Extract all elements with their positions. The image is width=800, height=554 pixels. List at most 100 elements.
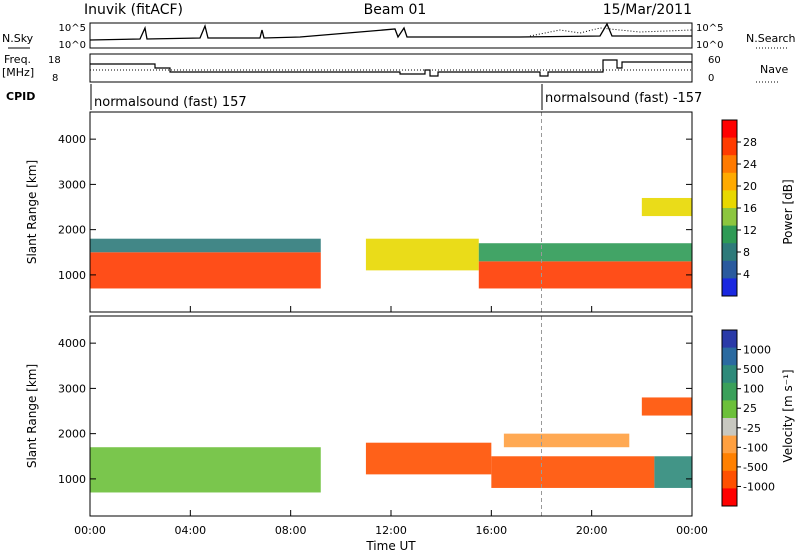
colorbar-tick-label: 500 [743, 363, 764, 376]
cpid-label: CPID [6, 90, 35, 103]
colorbar-tick-label: 12 [743, 224, 757, 237]
colorbar-tick-label: 16 [743, 202, 757, 215]
nsky-panel-frame [89, 22, 693, 49]
colorbar-tick-label: 28 [743, 136, 757, 149]
y-tick-label: 1000 [58, 269, 86, 282]
colorbar-segment [722, 190, 737, 209]
x-tick-label: 16:00 [475, 524, 507, 537]
colorbar-segment [722, 418, 737, 437]
colorbar-segment [722, 470, 737, 489]
nave-label: Nave [760, 63, 788, 76]
x-tick-label: 04:00 [174, 524, 206, 537]
colorbar-segment [722, 330, 737, 349]
nsky-trace [89, 22, 692, 41]
colorbar-segment [722, 172, 737, 191]
y-tick-label: 3000 [58, 382, 86, 395]
y-tick-label: 2000 [58, 428, 86, 441]
x-tick-label: 00:00 [676, 524, 708, 537]
velocity-colorbar [722, 330, 737, 507]
nsearch-tick-bottom: 10^0 [696, 40, 723, 51]
velocity-yticks: 4000 3000 2000 1000 [58, 337, 692, 486]
power-colorbar-ticks: 28 24 20 16 12 8 4 [737, 136, 757, 281]
x-tick-label: 08:00 [275, 524, 307, 537]
colorbar-tick-label: 25 [743, 402, 757, 415]
power-heatmap [90, 112, 692, 312]
velocity-colorbar-label: Velocity [m s⁻¹] [781, 369, 795, 462]
colorbar-tick-label: 8 [743, 246, 750, 259]
colorbar-segment [722, 155, 737, 174]
power-ylabel: Slant Range [km] [25, 160, 39, 264]
colorbar-segment [722, 225, 737, 244]
colorbar-segment [722, 120, 737, 139]
velocity-ylabel: Slant Range [km] [25, 364, 39, 468]
colorbar-tick-label: -100 [743, 441, 768, 454]
freq-tick-top: 18 [48, 55, 61, 66]
power-band [365, 238, 479, 271]
velocity-heatmap [90, 316, 692, 516]
power-band [478, 243, 692, 262]
colorbar-segment [722, 137, 737, 156]
freq-panel-frame [89, 53, 693, 83]
power-band [90, 238, 321, 253]
velocity-band [503, 433, 630, 448]
colorbar-tick-label: -1000 [743, 480, 775, 493]
power-yticks: 4000 3000 2000 1000 [58, 133, 692, 282]
beam-title: Beam 01 [364, 2, 427, 18]
date-title: 15/Mar/2011 [603, 2, 692, 18]
nsearch-label: N.Search [746, 32, 796, 45]
power-band [90, 252, 321, 289]
x-tick-label: 20:00 [576, 524, 608, 537]
x-axis-label: Time UT [365, 539, 416, 553]
y-tick-label: 2000 [58, 224, 86, 237]
x-tick-label: 12:00 [375, 524, 407, 537]
colorbar-segment [722, 243, 737, 262]
velocity-band [90, 447, 321, 493]
cpid-segment-2: normalsound (fast) -157 [545, 91, 702, 106]
freq-label-line1: Freq. [4, 53, 31, 66]
nave-tick-bottom: 0 [708, 73, 714, 84]
velocity-band [365, 442, 492, 475]
nsearch-tick-top: 10^5 [696, 23, 723, 34]
colorbar-tick-label: -25 [743, 422, 761, 435]
velocity-band [641, 397, 692, 416]
freq-label-line2: [MHz] [2, 66, 34, 79]
y-tick-label: 4000 [58, 133, 86, 146]
colorbar-segment [722, 382, 737, 401]
power-colorbar-label: Power [dB] [781, 179, 795, 244]
colorbar-segment [722, 488, 737, 507]
colorbar-segment [722, 208, 737, 227]
colorbar-tick-label: 100 [743, 383, 764, 396]
colorbar-tick-label: 4 [743, 268, 750, 281]
colorbar-tick-label: 20 [743, 180, 757, 193]
colorbar-segment [722, 400, 737, 419]
velocity-colorbar-ticks: 1000 500 100 25 -25 -100 -500 -1000 [737, 344, 775, 493]
nsky-tick-top: 10^5 [59, 23, 86, 34]
colorbar-tick-label: 24 [743, 158, 757, 171]
y-tick-label: 1000 [58, 473, 86, 486]
colorbar-tick-label: -500 [743, 461, 768, 474]
nsky-tick-bottom: 10^0 [59, 40, 86, 51]
station-title: Inuvik (fitACF) [84, 2, 183, 18]
colorbar-segment [722, 260, 737, 279]
colorbar-segment [722, 453, 737, 472]
colorbar-segment [722, 278, 737, 297]
nsky-label: N.Sky [2, 32, 34, 45]
freq-tick-bottom: 8 [52, 73, 58, 84]
x-tick-label: 00:00 [74, 524, 106, 537]
y-tick-label: 3000 [58, 178, 86, 191]
power-band [641, 197, 692, 217]
colorbar-tick-label: 1000 [743, 344, 771, 357]
colorbar-segment [722, 435, 737, 454]
power-colorbar [722, 120, 737, 297]
nave-tick-top: 60 [708, 55, 721, 66]
power-band [478, 261, 692, 289]
x-axis-ticks: 00:00 04:00 08:00 12:00 16:00 20:00 00:00 [74, 306, 708, 537]
velocity-band [654, 456, 692, 488]
nsearch-trace [529, 27, 693, 37]
colorbar-segment [722, 347, 737, 366]
velocity-colorbar-frame [721, 329, 738, 507]
velocity-band [491, 456, 655, 488]
freq-trace [90, 59, 692, 77]
y-tick-label: 4000 [58, 337, 86, 350]
